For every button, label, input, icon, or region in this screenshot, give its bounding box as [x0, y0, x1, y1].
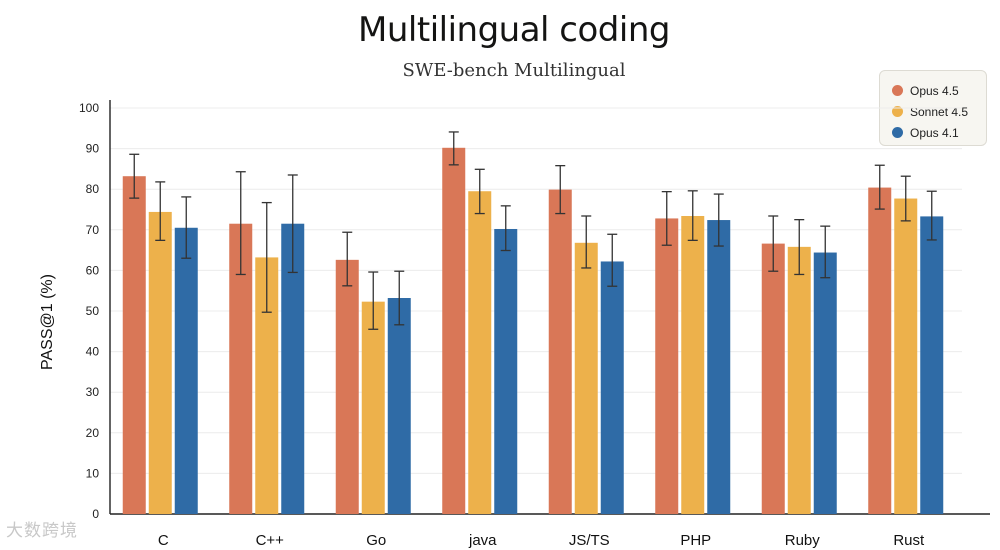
- legend-label: Opus 4.1: [910, 125, 959, 140]
- chart-subtitle: SWE-bench Multilingual: [402, 60, 626, 81]
- y-tick-label: 0: [92, 507, 99, 521]
- bar: [761, 243, 785, 514]
- chart-title: Multilingual coding: [358, 10, 670, 50]
- y-tick-label: 30: [86, 385, 100, 399]
- legend-swatch: [892, 127, 903, 138]
- x-tick-label: Ruby: [785, 532, 821, 549]
- bar: [361, 301, 385, 514]
- bar: [255, 257, 279, 514]
- y-tick-label: 10: [86, 466, 100, 480]
- x-tick-label: PHP: [680, 532, 711, 549]
- bar: [920, 216, 944, 515]
- bar: [335, 259, 359, 514]
- x-tick-label: C: [158, 532, 169, 549]
- x-tick-label: Go: [366, 532, 386, 549]
- bar: [468, 191, 492, 515]
- bar: [600, 261, 624, 514]
- watermark: 大数跨境: [6, 521, 78, 541]
- bar: [122, 176, 146, 514]
- x-tick-label: JS/TS: [569, 532, 610, 549]
- bar: [229, 223, 253, 514]
- x-tick-label: C++: [256, 532, 285, 549]
- legend-swatch: [892, 106, 903, 117]
- bar: [281, 223, 305, 514]
- y-tick-label: 90: [86, 142, 100, 156]
- y-tick-label: 20: [86, 426, 100, 440]
- bar: [707, 220, 731, 514]
- x-tick-label: java: [468, 532, 497, 549]
- x-tick-label: Rust: [893, 532, 925, 549]
- bar: [494, 228, 518, 514]
- legend-item-opus-4-5: Opus 4.5: [892, 80, 986, 101]
- bar: [681, 215, 705, 514]
- y-tick-label: 80: [86, 182, 100, 196]
- legend-label: Opus 4.5: [910, 83, 959, 98]
- bar: [387, 298, 411, 514]
- legend-swatch: [892, 85, 903, 96]
- bar: [174, 227, 198, 514]
- bar: [894, 198, 918, 514]
- y-tick-label: 100: [79, 101, 99, 115]
- y-tick-label: 60: [86, 263, 100, 277]
- y-tick-label: 70: [86, 223, 100, 237]
- y-tick-label: 40: [86, 345, 100, 359]
- bar: [148, 211, 172, 514]
- bar: [548, 189, 572, 514]
- bar: [442, 147, 466, 514]
- bar: [574, 242, 598, 515]
- bar: [868, 187, 892, 515]
- y-tick-label: 50: [86, 304, 100, 318]
- bar: [655, 218, 679, 514]
- bar: [813, 252, 837, 514]
- legend-item-opus-4-1: Opus 4.1: [892, 122, 986, 143]
- bar: [787, 246, 811, 515]
